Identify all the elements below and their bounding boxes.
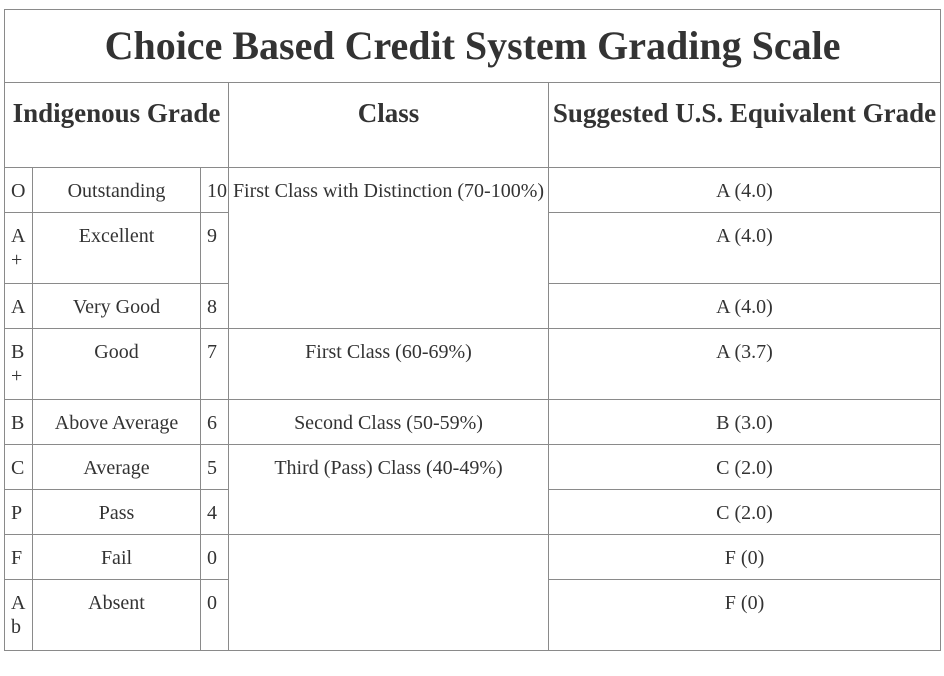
grade-description: Very Good	[32, 283, 201, 329]
table-row: A+ Excellent 9 A (4.0)	[4, 212, 942, 284]
grade-point: 10	[200, 167, 229, 213]
class-cell: Third (Pass) Class (40-49%)	[228, 444, 549, 535]
grade-letter: F	[4, 534, 33, 580]
us-grade: A (4.0)	[547, 212, 942, 284]
grade-description: Good	[32, 328, 201, 400]
grade-description: Absent	[32, 579, 201, 651]
table-row: B Above Average 6 Second Class (50-59%) …	[4, 399, 942, 445]
grade-description: Above Average	[32, 399, 201, 445]
us-grade: B (3.0)	[547, 399, 942, 445]
table-row: Ab Absent 0 F (0)	[4, 579, 942, 651]
table-row: O Outstanding 10 First Class with Distin…	[4, 167, 942, 329]
grade-letter: C	[4, 444, 33, 490]
grade-point: 9	[200, 212, 229, 284]
header-us-equivalent: Suggested U.S. Equivalent Grade	[547, 82, 942, 168]
grade-description: Average	[32, 444, 201, 490]
table-title: Choice Based Credit System Grading Scale	[3, 9, 942, 83]
grade-letter: P	[4, 489, 33, 535]
us-grade: A (4.0)	[547, 283, 942, 329]
grade-point: 0	[200, 579, 229, 651]
grade-description: Excellent	[32, 212, 201, 284]
grade-description: Fail	[32, 534, 201, 580]
grade-letter: A	[4, 283, 33, 329]
grading-scale-table: Choice Based Credit System Grading Scale…	[3, 9, 942, 651]
grade-letter: A+	[4, 212, 33, 284]
us-grade: F (0)	[547, 579, 942, 651]
header-indigenous-grade: Indigenous Grade	[4, 82, 229, 168]
table-row: P Pass 4 C (2.0)	[4, 489, 942, 535]
table-row: A Very Good 8 A (4.0)	[4, 283, 942, 329]
grade-point: 4	[200, 489, 229, 535]
grade-point: 8	[200, 283, 229, 329]
grade-letter: B	[4, 399, 33, 445]
grading-scale-document: Choice Based Credit System Grading Scale…	[3, 9, 942, 651]
grade-description: Outstanding	[32, 167, 201, 213]
header-class: Class	[228, 82, 549, 168]
grade-point: 0	[200, 534, 229, 580]
grade-letter: O	[4, 167, 33, 213]
table-row: B+ Good 7 First Class (60-69%) A (3.7)	[4, 328, 942, 400]
us-grade: A (3.7)	[547, 328, 942, 400]
class-cell: First Class with Distinction (70-100%)	[228, 167, 549, 329]
us-grade: C (2.0)	[547, 489, 942, 535]
us-grade: F (0)	[547, 534, 942, 580]
grade-letter: B+	[4, 328, 33, 400]
table-row: C Average 5 Third (Pass) Class (40-49%) …	[4, 444, 942, 535]
grade-point: 7	[200, 328, 229, 400]
class-cell: First Class (60-69%)	[228, 328, 549, 400]
table-row: F Fail 0 F (0)	[4, 534, 942, 651]
grade-point: 5	[200, 444, 229, 490]
grade-point: 6	[200, 399, 229, 445]
grade-description: Pass	[32, 489, 201, 535]
us-grade: C (2.0)	[547, 444, 942, 490]
us-grade: A (4.0)	[547, 167, 942, 213]
class-cell: Second Class (50-59%)	[228, 399, 549, 445]
grade-letter: Ab	[4, 579, 33, 651]
class-cell	[228, 534, 549, 651]
